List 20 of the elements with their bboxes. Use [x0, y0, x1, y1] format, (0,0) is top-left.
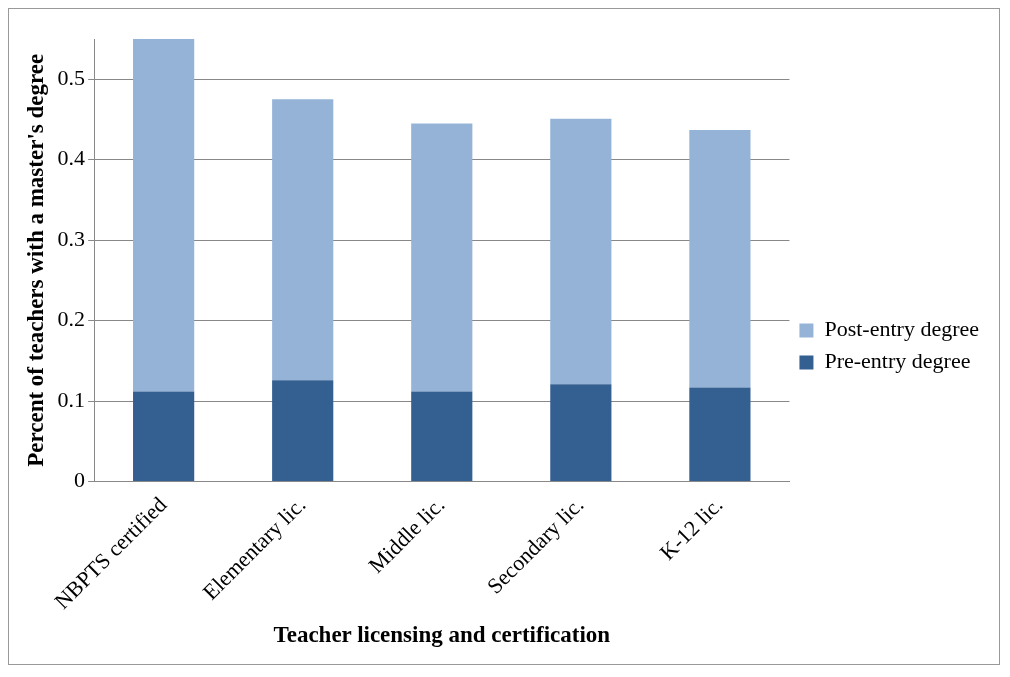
bar — [411, 123, 473, 392]
bar — [133, 39, 195, 392]
y-tick-label: 0.1 — [57, 386, 86, 412]
bar — [272, 99, 334, 381]
bar — [133, 391, 195, 482]
bar — [411, 391, 473, 482]
legend-label: Pre-entry degree — [824, 348, 971, 374]
x-axis-title: Teacher licensing and certification — [273, 622, 611, 648]
y-axis-title: Percent of teachers with a master's degree — [22, 53, 48, 467]
bar — [689, 387, 751, 482]
y-tick-label: 0.4 — [57, 145, 86, 171]
legend-label: Post-entry degree — [824, 316, 979, 342]
y-tick-label: 0.5 — [57, 65, 86, 91]
y-tick-label: 0.3 — [57, 225, 86, 251]
bar — [689, 129, 751, 388]
bar — [550, 384, 612, 482]
bar — [272, 380, 334, 482]
y-tick-label: 0 — [74, 467, 86, 493]
y-tick-label: 0.2 — [57, 306, 86, 332]
bar — [550, 118, 612, 385]
